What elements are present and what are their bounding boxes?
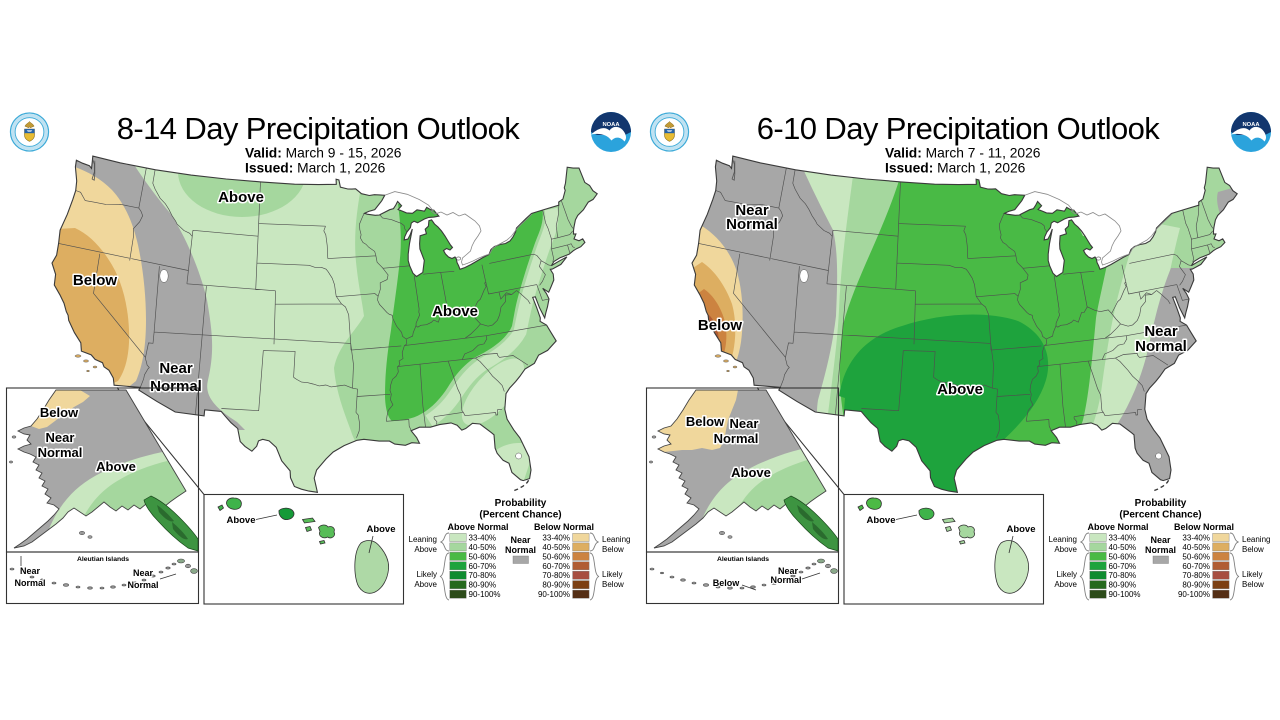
svg-text:Near: Near — [1144, 323, 1178, 340]
svg-text:Normal: Normal — [14, 578, 45, 588]
svg-text:Near: Near — [730, 416, 759, 431]
svg-text:Above: Above — [731, 465, 771, 480]
svg-text:Below: Below — [40, 405, 79, 420]
svg-text:Near: Near — [735, 202, 769, 219]
svg-text:Issued: March 1, 2026: Issued: March 1, 2026 — [245, 161, 386, 176]
svg-text:Normal: Normal — [127, 580, 158, 590]
svg-text:Above: Above — [937, 381, 983, 398]
svg-text:8-14 Day Precipitation Outlook: 8-14 Day Precipitation Outlook — [117, 111, 521, 146]
svg-text:Normal: Normal — [714, 431, 759, 446]
svg-text:Near: Near — [133, 568, 154, 578]
svg-text:Normal: Normal — [1135, 338, 1187, 355]
svg-text:Near: Near — [159, 360, 193, 377]
svg-text:Below: Below — [713, 578, 741, 588]
svg-text:Near: Near — [46, 430, 75, 445]
svg-text:Normal: Normal — [38, 445, 83, 460]
svg-text:Above: Above — [218, 189, 264, 206]
svg-text:Valid: March 7 - 11, 2026: Valid: March 7 - 11, 2026 — [885, 146, 1041, 161]
svg-text:Below: Below — [73, 272, 118, 289]
svg-text:Below: Below — [698, 317, 743, 334]
svg-text:Normal: Normal — [726, 216, 778, 233]
svg-text:Normal: Normal — [770, 575, 801, 585]
svg-text:Above: Above — [432, 303, 478, 320]
svg-text:Above: Above — [96, 459, 136, 474]
svg-text:Normal: Normal — [150, 378, 202, 395]
svg-text:Near: Near — [778, 566, 799, 576]
svg-text:Near: Near — [20, 566, 41, 576]
svg-text:Below: Below — [686, 414, 725, 429]
svg-text:Issued: March 1, 2026: Issued: March 1, 2026 — [885, 161, 1026, 176]
svg-text:6-10 Day Precipitation Outlook: 6-10 Day Precipitation Outlook — [757, 111, 1161, 146]
svg-text:Valid: March 9 - 15, 2026: Valid: March 9 - 15, 2026 — [245, 146, 402, 161]
